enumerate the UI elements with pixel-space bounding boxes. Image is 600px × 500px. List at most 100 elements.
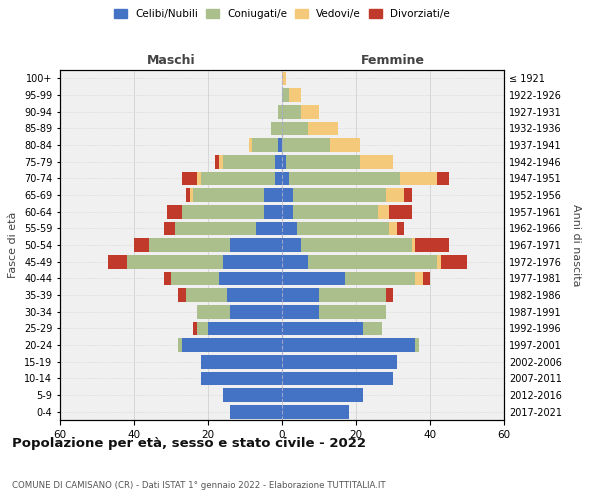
Bar	[282, 222, 297, 235]
Bar	[182, 172, 197, 185]
Bar	[271, 122, 282, 135]
Bar	[190, 188, 193, 202]
Bar	[308, 255, 437, 268]
Bar	[286, 155, 360, 168]
Bar	[282, 72, 286, 85]
Bar	[289, 88, 301, 102]
Bar	[282, 205, 293, 218]
Bar	[400, 172, 437, 185]
Bar	[275, 155, 282, 168]
Bar	[330, 138, 360, 152]
Bar	[437, 172, 449, 185]
Bar	[386, 288, 393, 302]
Bar	[389, 222, 397, 235]
Y-axis label: Fasce di età: Fasce di età	[8, 212, 19, 278]
Bar	[108, 255, 127, 268]
Bar	[441, 255, 467, 268]
Bar	[263, 205, 282, 218]
Bar	[412, 238, 415, 252]
Y-axis label: Anni di nascita: Anni di nascita	[571, 204, 581, 286]
Bar	[223, 155, 275, 168]
Bar	[282, 255, 308, 268]
Bar	[282, 188, 293, 202]
Bar	[360, 155, 393, 168]
Bar	[415, 338, 419, 352]
Bar	[193, 188, 263, 202]
Bar	[223, 388, 282, 402]
Bar	[282, 238, 301, 252]
Text: Femmine: Femmine	[361, 54, 425, 68]
Text: COMUNE DI CAMISANO (CR) - Dati ISTAT 1° gennaio 2022 - Elaborazione TUTTITALIA.I: COMUNE DI CAMISANO (CR) - Dati ISTAT 1° …	[12, 481, 386, 490]
Bar	[230, 305, 282, 318]
Bar	[275, 172, 282, 185]
Bar	[219, 155, 223, 168]
Bar	[282, 305, 319, 318]
Bar	[404, 188, 412, 202]
Bar	[171, 272, 219, 285]
Bar	[127, 255, 223, 268]
Bar	[282, 372, 393, 385]
Bar	[215, 155, 219, 168]
Bar	[282, 338, 415, 352]
Bar	[437, 255, 441, 268]
Bar	[182, 338, 282, 352]
Bar	[282, 388, 364, 402]
Bar	[219, 272, 282, 285]
Bar	[256, 222, 282, 235]
Bar	[200, 172, 275, 185]
Bar	[389, 205, 412, 218]
Bar	[227, 288, 282, 302]
Bar	[193, 322, 197, 335]
Bar	[289, 172, 400, 185]
Bar	[282, 288, 319, 302]
Bar	[282, 155, 286, 168]
Bar	[301, 238, 412, 252]
Bar	[200, 355, 282, 368]
Bar	[293, 188, 386, 202]
Bar	[197, 305, 230, 318]
Legend: Celibi/Nubili, Coniugati/e, Vedovi/e, Divorziati/e: Celibi/Nubili, Coniugati/e, Vedovi/e, Di…	[110, 5, 454, 24]
Bar	[386, 188, 404, 202]
Bar	[197, 172, 200, 185]
Bar	[263, 188, 282, 202]
Bar	[134, 238, 149, 252]
Bar	[319, 288, 386, 302]
Bar	[164, 222, 175, 235]
Text: Maschi: Maschi	[146, 54, 196, 68]
Bar	[297, 222, 389, 235]
Bar	[293, 205, 378, 218]
Bar	[230, 238, 282, 252]
Bar	[282, 138, 330, 152]
Bar	[308, 122, 337, 135]
Bar	[186, 288, 227, 302]
Bar	[186, 188, 190, 202]
Bar	[282, 105, 301, 118]
Bar	[319, 305, 386, 318]
Bar	[200, 372, 282, 385]
Bar	[278, 105, 282, 118]
Bar	[282, 122, 308, 135]
Bar	[282, 172, 289, 185]
Bar	[223, 255, 282, 268]
Bar	[422, 272, 430, 285]
Bar	[278, 138, 282, 152]
Bar	[282, 88, 289, 102]
Bar	[282, 405, 349, 418]
Bar	[178, 288, 186, 302]
Bar	[364, 322, 382, 335]
Bar	[178, 338, 182, 352]
Bar	[197, 322, 208, 335]
Bar	[301, 105, 319, 118]
Bar	[175, 222, 256, 235]
Bar	[378, 205, 389, 218]
Bar	[282, 322, 364, 335]
Bar	[345, 272, 415, 285]
Bar	[415, 272, 422, 285]
Bar	[208, 322, 282, 335]
Bar	[182, 205, 263, 218]
Bar	[149, 238, 230, 252]
Bar	[397, 222, 404, 235]
Bar	[230, 405, 282, 418]
Bar	[282, 272, 345, 285]
Bar	[415, 238, 449, 252]
